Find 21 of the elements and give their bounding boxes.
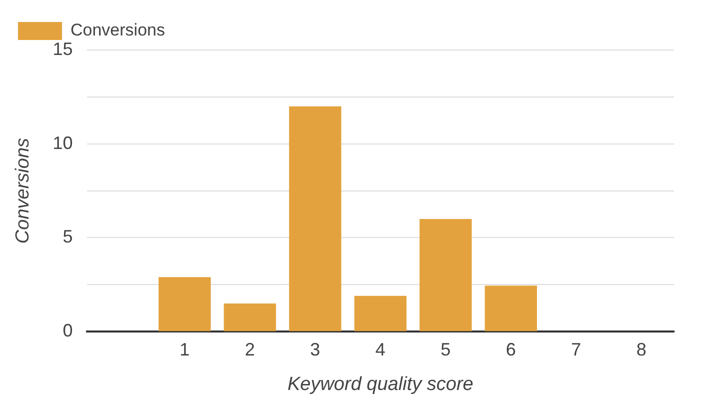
y-tick-label: 10 bbox=[52, 132, 73, 153]
bar bbox=[289, 106, 342, 332]
y-tick-label: 15 bbox=[52, 38, 73, 59]
bar bbox=[484, 286, 537, 332]
legend-label: Conversions bbox=[70, 20, 165, 40]
x-tick-label: 3 bbox=[310, 339, 320, 360]
bar bbox=[158, 277, 211, 332]
y-tick-label: 0 bbox=[62, 320, 73, 341]
x-tick-label: 4 bbox=[375, 339, 386, 360]
x-tick-label: 5 bbox=[440, 339, 451, 360]
y-tick-label: 5 bbox=[62, 226, 73, 247]
x-tick-label: 8 bbox=[636, 339, 646, 360]
bar bbox=[224, 303, 276, 332]
y-axis-title: Conversions bbox=[12, 138, 34, 244]
x-tick-label: 2 bbox=[244, 339, 255, 360]
x-tick-label: 7 bbox=[571, 339, 582, 360]
x-axis-title: Keyword quality score bbox=[287, 374, 474, 395]
bar bbox=[354, 296, 407, 332]
bar bbox=[420, 218, 472, 332]
x-tick-label: 1 bbox=[180, 339, 190, 360]
x-tick-label: 6 bbox=[506, 339, 516, 360]
